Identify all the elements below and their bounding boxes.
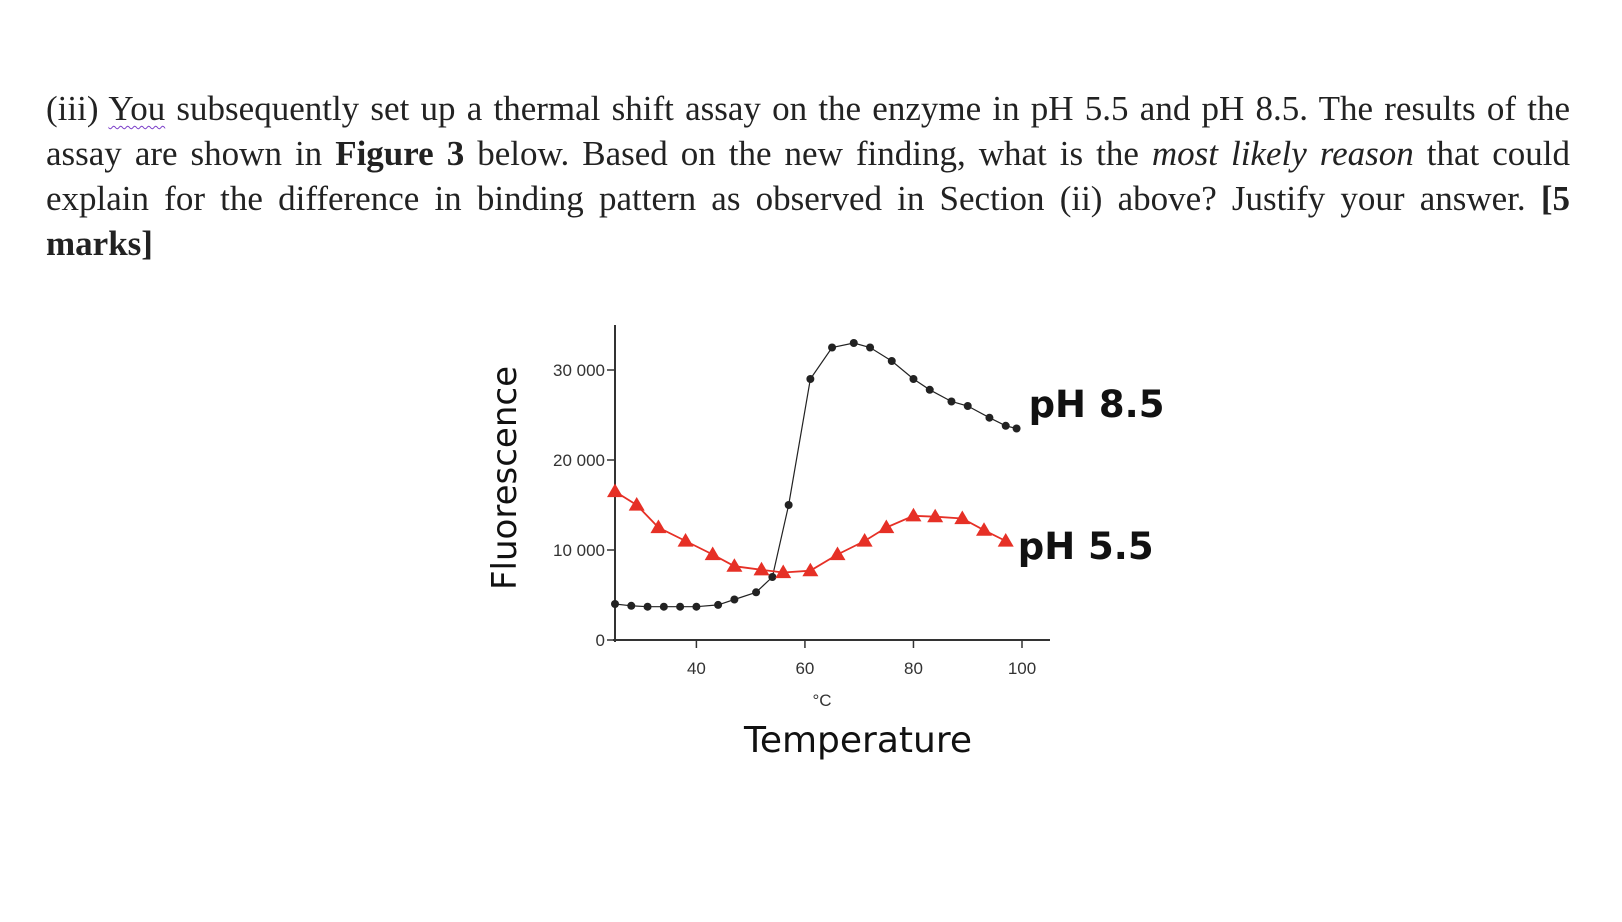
emphasis-most-likely: most likely xyxy=(1151,134,1307,173)
data-point xyxy=(775,564,792,579)
y-tick-label: 30 000 xyxy=(553,361,605,380)
data-point xyxy=(947,397,956,406)
series-label: pH 5.5 xyxy=(1018,525,1154,568)
chart-labels: °C Temperature Fluorescence pH 8.5 pH 5.5 xyxy=(485,366,1164,761)
data-point xyxy=(905,507,922,522)
data-point xyxy=(849,339,858,347)
data-point xyxy=(925,385,934,394)
question-text: (iii) You subsequently set up a thermal … xyxy=(46,86,1570,266)
data-point xyxy=(806,375,815,383)
data-point xyxy=(828,343,837,352)
data-point xyxy=(1001,421,1010,430)
emphasis-reason: reason xyxy=(1319,134,1414,173)
data-point xyxy=(692,602,701,611)
data-point xyxy=(730,595,739,604)
data-point xyxy=(856,533,873,547)
x-tick-label: 80 xyxy=(904,659,923,678)
data-point xyxy=(752,588,761,597)
data-point xyxy=(676,602,685,611)
data-point xyxy=(802,562,819,577)
spellcheck-word: You xyxy=(108,89,166,128)
data-point xyxy=(677,533,694,547)
data-point xyxy=(768,573,777,581)
question-sentence-2: below. Based on the new finding, what is… xyxy=(464,134,1152,173)
data-point xyxy=(659,602,668,611)
data-point xyxy=(650,519,667,534)
data-point xyxy=(784,501,793,509)
data-point xyxy=(607,483,623,498)
data-point xyxy=(643,602,652,611)
data-point xyxy=(997,533,1014,547)
figure-reference: Figure 3 xyxy=(335,134,465,173)
x-tick-label: 60 xyxy=(795,659,814,678)
data-point xyxy=(976,522,993,536)
question-sentence-3: that could explain for the difference in… xyxy=(46,134,1571,218)
data-point xyxy=(753,561,770,576)
x-axis-label: Temperature xyxy=(743,720,972,761)
data-point xyxy=(726,558,743,572)
x-axis-unit: °C xyxy=(812,691,831,710)
data-point xyxy=(1012,424,1021,433)
data-point xyxy=(704,546,721,561)
data-point xyxy=(963,402,972,410)
question-number: (iii) xyxy=(46,89,109,128)
data-point xyxy=(627,601,636,610)
series-line-pH55 xyxy=(614,490,1007,574)
data-point xyxy=(954,510,971,525)
question-sentence-1: subsequently set up a thermal shift assa… xyxy=(46,89,1571,173)
x-tick-label: 100 xyxy=(1008,659,1036,678)
data-point xyxy=(714,600,723,609)
chart-series xyxy=(607,339,1021,611)
y-tick-label: 10 000 xyxy=(553,541,605,560)
data-point xyxy=(866,343,875,352)
data-point xyxy=(611,600,619,608)
series-label: pH 8.5 xyxy=(1029,383,1165,426)
data-point xyxy=(887,357,896,365)
y-tick-label: 20 000 xyxy=(553,451,605,470)
y-tick-label: 0 xyxy=(596,631,605,650)
x-tick-label: 40 xyxy=(687,659,706,678)
data-point xyxy=(878,519,895,534)
marks-label: [5 marks] xyxy=(46,179,1570,263)
data-point xyxy=(909,375,918,383)
chart-axes: 0 10 000 20 000 30 000 40 60 80 100 xyxy=(553,325,1050,678)
data-point xyxy=(829,546,846,561)
data-point xyxy=(985,413,994,422)
y-axis-label: Fluorescence xyxy=(485,366,525,590)
data-point xyxy=(628,497,645,511)
data-point xyxy=(927,508,944,523)
